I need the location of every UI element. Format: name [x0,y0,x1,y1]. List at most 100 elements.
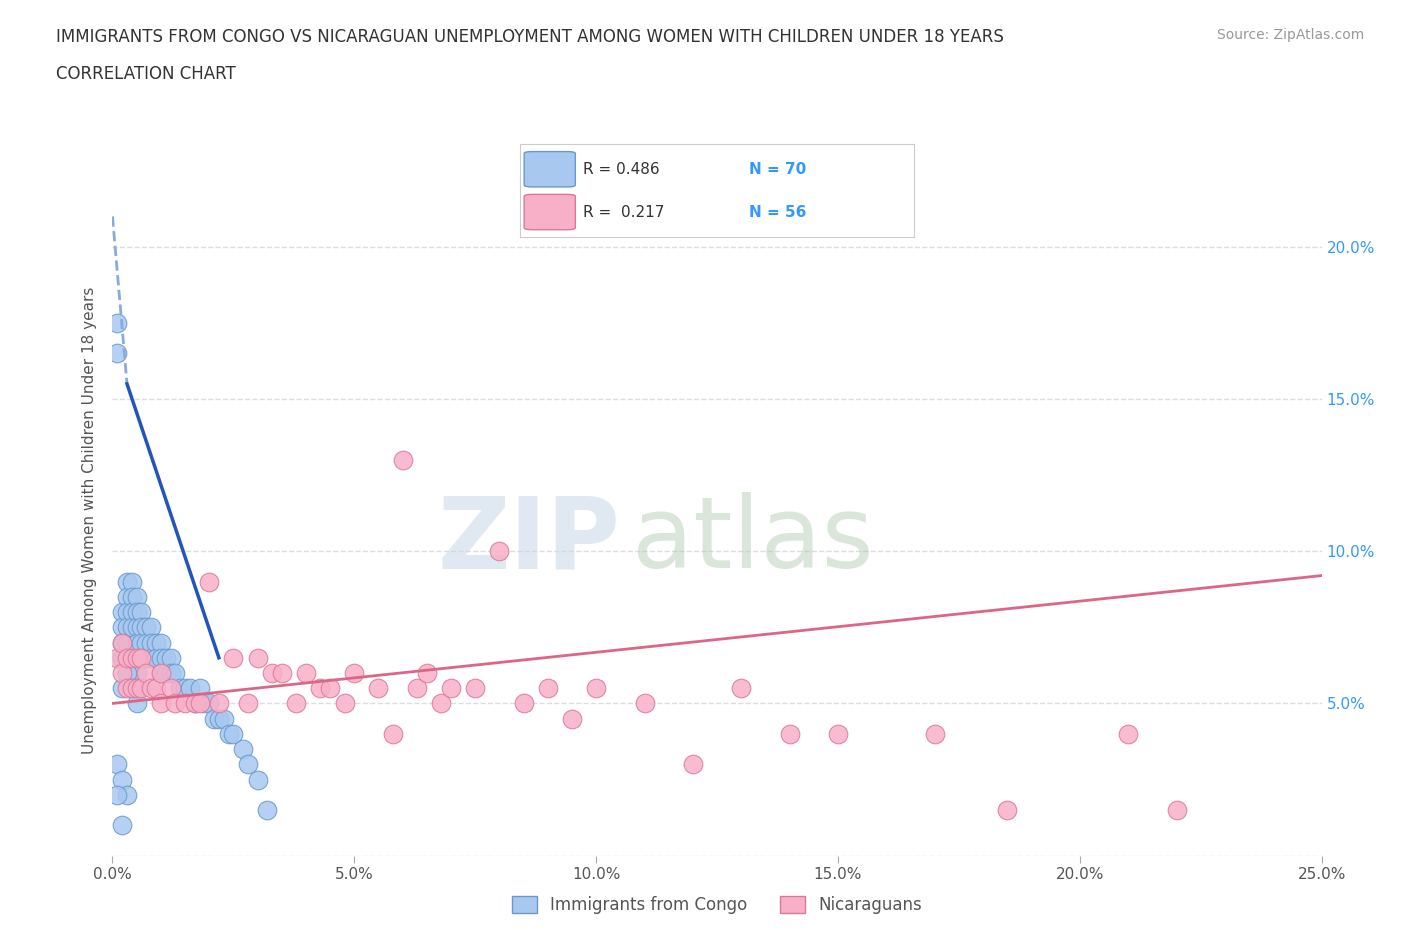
Point [633,696,655,711]
Point [561,711,583,726]
Point [488,544,510,559]
Point [585,681,607,696]
Point [440,681,463,696]
Point [246,772,269,787]
Point [155,650,177,665]
Point [115,604,138,619]
Point [285,696,308,711]
Point [121,681,143,696]
Point [115,681,138,696]
Point [246,650,269,665]
Point [512,696,534,711]
Point [135,635,157,650]
Point [149,666,172,681]
Point [121,574,143,589]
Point [121,620,143,635]
Point [141,650,163,665]
Point [125,650,148,665]
Point [125,620,148,635]
Text: N = 70: N = 70 [748,162,806,177]
Point [827,726,849,741]
Point [343,666,366,681]
Point [236,757,259,772]
Point [125,696,148,711]
Point [222,726,245,741]
Point [155,666,177,681]
FancyBboxPatch shape [524,194,575,230]
Point [149,635,172,650]
Point [169,681,191,696]
Point [141,681,163,696]
Point [111,666,134,681]
Point [115,574,138,589]
Point [430,696,453,711]
Point [131,650,153,665]
Point [416,666,439,681]
Point [188,681,211,696]
Point [121,590,143,604]
Point [183,696,205,711]
Text: N = 56: N = 56 [748,205,806,219]
Point [131,681,153,696]
Point [125,681,148,696]
Point [309,681,332,696]
Point [256,803,278,817]
Point [111,635,134,650]
Point [121,650,143,665]
Point [262,666,284,681]
Text: R = 0.486: R = 0.486 [583,162,659,177]
Point [159,650,181,665]
Point [131,635,153,650]
Point [183,696,205,711]
Point [149,666,172,681]
Point [295,666,318,681]
Point [125,666,148,681]
Point [382,726,405,741]
Point [464,681,486,696]
Point [105,788,128,803]
Point [1116,726,1139,741]
Text: Source: ZipAtlas.com: Source: ZipAtlas.com [1216,28,1364,42]
Point [149,650,172,665]
FancyBboxPatch shape [524,152,575,187]
Point [115,650,138,665]
Point [135,650,157,665]
Point [333,696,356,711]
Point [115,620,138,635]
Point [125,650,148,665]
Point [145,681,167,696]
Point [391,453,413,468]
Point [115,666,138,681]
Point [149,696,172,711]
Point [135,666,157,681]
Point [730,681,752,696]
Point [105,346,128,361]
Point [141,635,163,650]
Point [174,681,197,696]
Point [111,817,134,832]
Legend: Immigrants from Congo, Nicaraguans: Immigrants from Congo, Nicaraguans [505,889,929,921]
Point [202,711,225,726]
Point [105,650,128,665]
Point [145,650,167,665]
Point [174,696,197,711]
Point [125,604,148,619]
Point [222,650,245,665]
Point [105,757,128,772]
Point [208,711,231,726]
Point [111,620,134,635]
Text: IMMIGRANTS FROM CONGO VS NICARAGUAN UNEMPLOYMENT AMONG WOMEN WITH CHILDREN UNDER: IMMIGRANTS FROM CONGO VS NICARAGUAN UNEM… [56,28,1004,46]
Point [115,788,138,803]
Point [367,681,389,696]
Text: atlas: atlas [633,492,875,590]
Point [121,604,143,619]
Point [779,726,801,741]
Point [115,635,138,650]
Point [165,696,187,711]
Point [111,772,134,787]
Point [159,666,181,681]
Point [270,666,292,681]
Point [198,574,221,589]
Point [131,620,153,635]
Text: CORRELATION CHART: CORRELATION CHART [56,65,236,83]
